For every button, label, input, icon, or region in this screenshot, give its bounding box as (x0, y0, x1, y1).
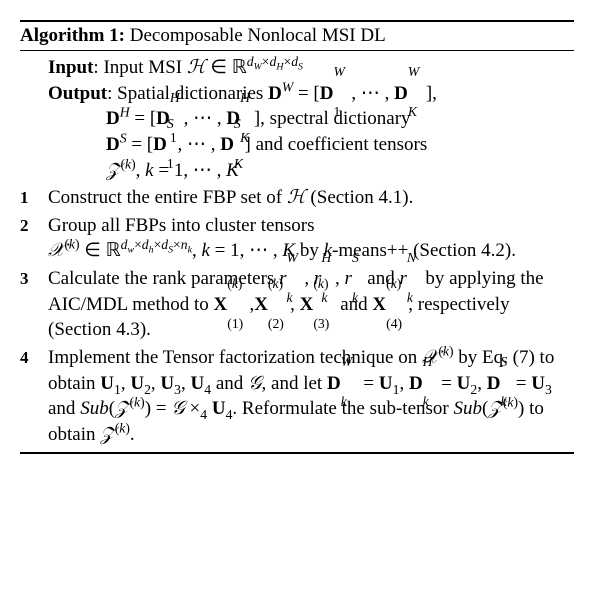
algorithm-box: Algorithm 1: Decomposable Nonlocal MSI D… (20, 20, 574, 454)
algorithm-title-row: Algorithm 1: Decomposable Nonlocal MSI D… (20, 22, 574, 51)
step-num-4: 4 (20, 345, 48, 370)
step-text-1: Construct the entire FBP set of ℋ (Secti… (48, 185, 574, 211)
input-colon: : (93, 57, 103, 78)
algorithm-body: Input: Input MSI ℋ ∈ ℝdW×dH×dS Output: S… (20, 51, 574, 452)
output-text-1: Spatial dictionaries DW = [DW1W, ⋯ , DWK… (117, 83, 437, 104)
step-num-2: 2 (20, 213, 48, 238)
input-line: Input: Input MSI ℋ ∈ ℝdW×dH×dS (20, 55, 574, 81)
algorithm-title-label: Algorithm 1: (20, 25, 125, 46)
step-num-3: 3 (20, 266, 48, 291)
algorithm-title-text: Decomposable Nonlocal MSI DL (125, 25, 386, 46)
step-1: 1 Construct the entire FBP set of ℋ (Sec… (20, 185, 574, 211)
input-text: Input MSI ℋ ∈ ℝdW×dH×dS (103, 57, 303, 78)
output-line-2: DH = [DH1H, ⋯ , DHKH], spectral dictiona… (20, 106, 574, 132)
output-label: Output (48, 83, 107, 104)
step-3: 3 Calculate the rank parameters rWkW, rH… (20, 266, 574, 343)
step-4: 4 Implement the Tensor factorization tec… (20, 345, 574, 448)
step-text-2: Group all FBPs into cluster tensors𝒳(k) … (48, 213, 574, 264)
step-text-4: Implement the Tensor factorization techn… (48, 345, 574, 448)
output-line-1: Output: Spatial dictionaries DW = [DW1W,… (20, 81, 574, 107)
step-text-3: Calculate the rank parameters rWkW, rHkH… (48, 266, 574, 343)
input-label: Input (48, 57, 93, 78)
output-line-3: DS = [DS1S, ⋯ , DSKS] and coefficient te… (20, 132, 574, 158)
output-colon: : (107, 83, 117, 104)
step-num-1: 1 (20, 185, 48, 210)
output-line-4: 𝒵(k), k = 1, ⋯ , K (20, 158, 574, 184)
